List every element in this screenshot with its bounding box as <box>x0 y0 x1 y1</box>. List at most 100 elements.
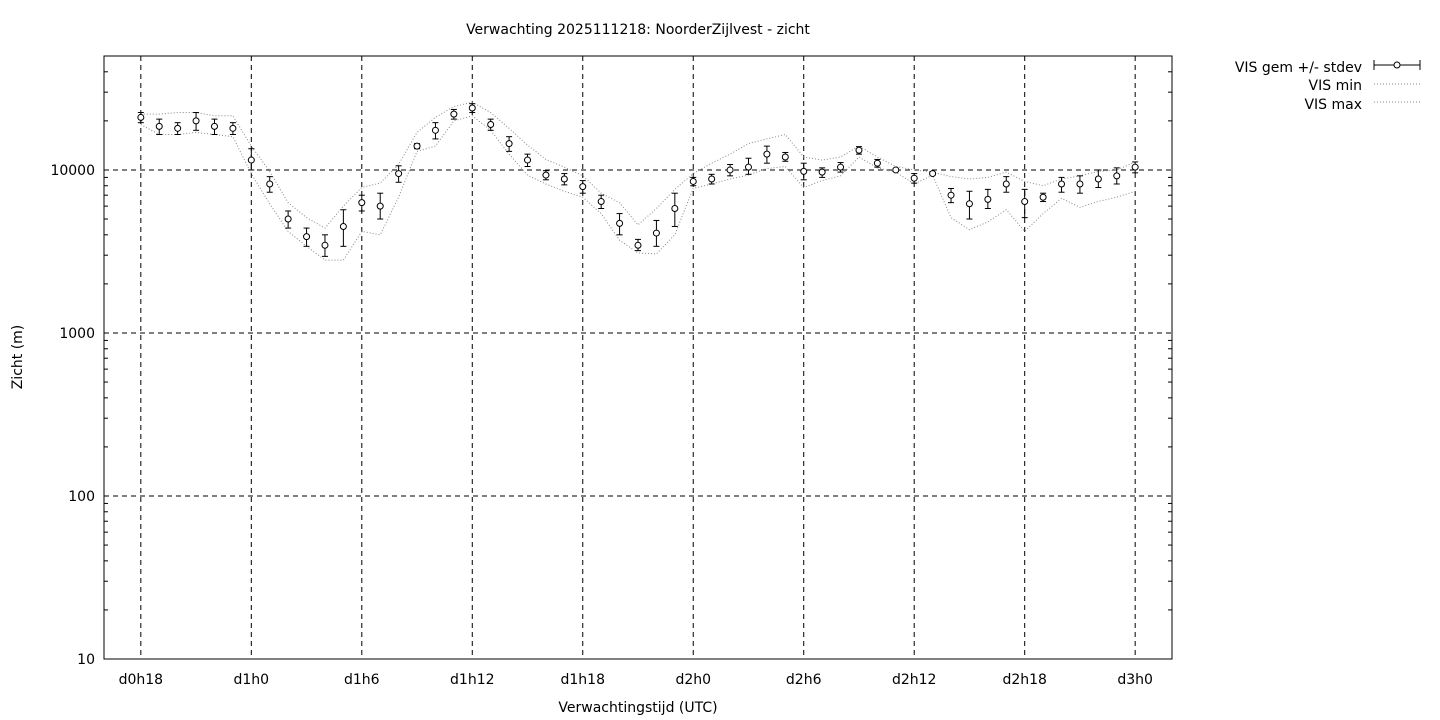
y-axis-tick-labels: 10 100 1000 10000 <box>50 163 95 668</box>
vis-mean-point <box>358 194 366 212</box>
vis-mean-point <box>542 170 550 181</box>
mean-marker <box>321 241 329 249</box>
vis-mean-point <box>708 173 716 185</box>
mean-marker <box>505 140 513 148</box>
mean-marker <box>487 121 495 129</box>
mean-marker <box>542 171 550 179</box>
vis-mean-point <box>284 210 292 229</box>
mean-marker <box>1021 198 1029 206</box>
mean-marker <box>671 205 679 213</box>
vis-mean-point <box>947 187 955 204</box>
x-tick-label: d1h6 <box>344 672 380 688</box>
mean-marker <box>818 168 826 176</box>
mean-marker <box>229 124 237 132</box>
x-tick-label: d2h18 <box>1002 672 1046 688</box>
legend-label-mean: VIS gem +/- stdev <box>1235 60 1362 76</box>
mean-marker <box>597 198 605 206</box>
mean-marker <box>929 170 937 178</box>
vis-mean-point <box>339 209 347 247</box>
mean-marker <box>708 175 716 183</box>
mean-marker <box>155 122 163 130</box>
x-tick-label: d1h18 <box>561 672 605 688</box>
vis-mean-point <box>965 190 973 220</box>
mean-marker <box>174 124 182 132</box>
chart-title: Verwachting 2025111218: NoorderZijlvest … <box>466 22 810 38</box>
vis-mean-point <box>560 173 568 186</box>
minor-ticks <box>104 55 1172 611</box>
mean-marker <box>1058 180 1066 188</box>
vis-mean-point <box>155 118 163 135</box>
mean-marker <box>579 183 587 191</box>
vis-mean-point <box>873 158 881 168</box>
vis-mean-point <box>1094 169 1102 189</box>
mean-marker <box>468 104 476 112</box>
mean-marker <box>1002 180 1010 188</box>
mean-marker <box>837 163 845 171</box>
mean-marker <box>1076 180 1084 188</box>
mean-marker <box>303 233 311 241</box>
mean-marker <box>1039 193 1047 201</box>
y-tick-label: 100 <box>68 489 95 505</box>
plot-frame <box>103 55 1173 660</box>
vis-mean-point <box>210 118 218 135</box>
mean-marker <box>910 174 918 182</box>
vis-mean-point <box>450 108 458 120</box>
mean-marker <box>524 156 532 164</box>
mean-marker <box>192 117 200 125</box>
vis-mean-point <box>744 157 752 175</box>
mean-marker <box>450 110 458 118</box>
mean-marker <box>395 170 403 178</box>
mean-marker <box>266 180 274 188</box>
plot-area <box>103 55 1173 660</box>
series-vis-min <box>140 115 1136 261</box>
vis-mean-point <box>781 151 789 162</box>
vis-mean-point <box>505 136 513 152</box>
vis-max-line <box>140 101 1136 229</box>
x-tick-label: d2h12 <box>892 672 936 688</box>
mean-marker <box>1113 172 1121 180</box>
vis-mean-point <box>689 176 697 187</box>
vis-mean-point <box>910 173 918 184</box>
vis-mean-point <box>174 122 182 135</box>
mean-marker <box>763 150 771 158</box>
mean-marker <box>726 166 734 174</box>
mean-marker <box>358 199 366 207</box>
x-tick-label: d1h0 <box>234 672 270 688</box>
vis-mean-point <box>1113 167 1121 185</box>
vis-mean-point <box>763 145 771 164</box>
vis-mean-point <box>1076 175 1084 194</box>
x-tick-label: d3h0 <box>1117 672 1153 688</box>
mean-marker <box>560 175 568 183</box>
y-tick-label: 10000 <box>50 163 95 179</box>
vis-mean-point <box>524 153 532 167</box>
mean-marker <box>137 113 145 121</box>
vis-mean-point <box>929 170 937 178</box>
series-vis-mean <box>137 103 1139 257</box>
vis-mean-point <box>247 148 255 171</box>
vis-mean-point <box>984 188 992 210</box>
vis-mean-point <box>579 180 587 194</box>
legend-symbol-mean <box>1373 60 1421 70</box>
mean-marker <box>689 177 697 185</box>
vis-mean-point <box>1131 161 1139 174</box>
mean-marker <box>1094 175 1102 183</box>
vis-mean-point <box>321 234 329 257</box>
vis-mean-point <box>855 146 863 155</box>
vis-mean-point <box>1058 176 1066 193</box>
vis-mean-point <box>1021 188 1029 219</box>
x-tick-label: d2h0 <box>675 672 711 688</box>
vis-mean-point <box>413 142 421 150</box>
vis-mean-point <box>1002 176 1010 193</box>
vis-mean-point <box>487 118 495 131</box>
mean-marker <box>616 219 624 227</box>
vis-mean-point <box>395 165 403 183</box>
mean-marker <box>984 195 992 203</box>
vis-mean-point <box>726 163 734 177</box>
vis-mean-point <box>229 122 237 135</box>
x-axis-label: Verwachtingstijd (UTC) <box>558 700 717 716</box>
mean-marker <box>1131 163 1139 171</box>
mean-marker <box>892 166 900 174</box>
mean-marker <box>652 229 660 237</box>
mean-marker <box>873 159 881 167</box>
mean-marker <box>431 126 439 134</box>
